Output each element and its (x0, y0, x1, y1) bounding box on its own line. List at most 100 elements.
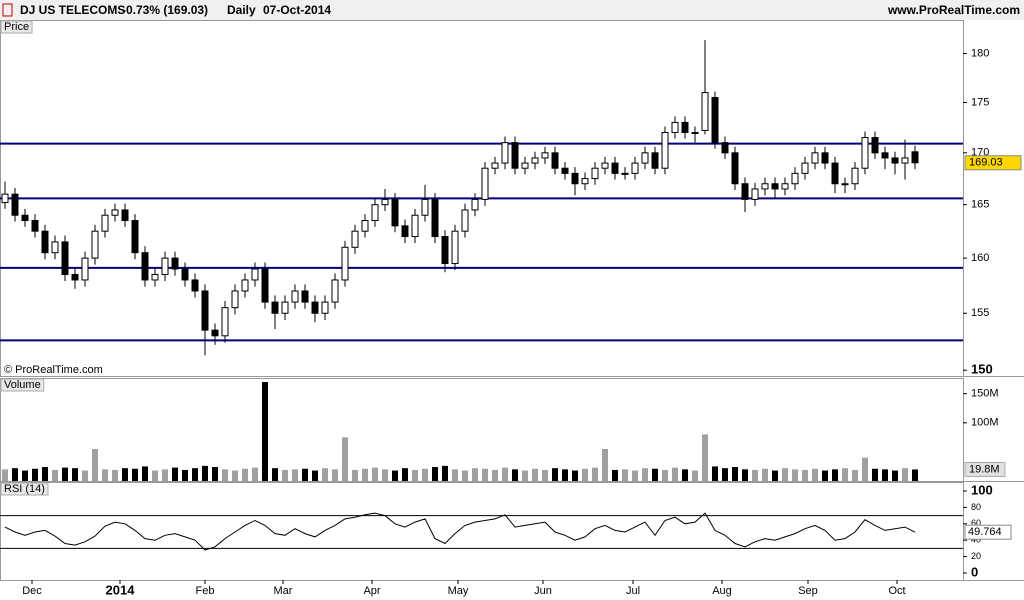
candle-body (401, 225, 409, 238)
x-tick-label: Jun (534, 585, 552, 597)
panel-label-box (0, 378, 45, 392)
candle-body (461, 209, 469, 232)
volume-bar (122, 468, 128, 481)
volume-bar (562, 469, 568, 481)
volume-bar (822, 470, 828, 481)
volume-bar (482, 468, 488, 481)
x-tick-label: May (448, 585, 469, 597)
candle-body (661, 132, 669, 169)
candle-body (561, 167, 569, 174)
y-tick-label: 100 (971, 482, 993, 497)
volume-bar (892, 470, 898, 481)
candle-body (71, 273, 79, 281)
candle-body (271, 301, 279, 314)
volume-bar (292, 469, 298, 481)
volume-bar (192, 468, 198, 481)
candle-body (301, 290, 309, 303)
volume-bar (812, 468, 818, 481)
candle-body (741, 183, 749, 200)
y-tick-label: 150M (971, 388, 999, 400)
volume-bar (522, 470, 528, 481)
candle-body (911, 151, 919, 164)
x-tick-label: Jul (626, 585, 640, 597)
period: Daily (227, 3, 256, 17)
candle-body (41, 230, 49, 254)
candle-body (151, 273, 159, 281)
volume-bar (542, 469, 548, 481)
volume-bar (272, 468, 278, 481)
volume-bar (142, 466, 148, 481)
candle-body (841, 183, 849, 186)
candle-body (631, 162, 639, 174)
candle-body (891, 157, 899, 164)
candle-body (751, 188, 759, 200)
volume-bar (282, 469, 288, 481)
volume-bar (572, 470, 578, 481)
candle-body (381, 198, 389, 206)
y-tick-label: 80 (971, 502, 981, 512)
volume-bar (462, 470, 468, 481)
volume-bar (242, 468, 248, 481)
volume-bar (422, 468, 428, 481)
y-tick-label: 20 (971, 551, 981, 561)
volume-bar (432, 467, 438, 481)
candle-body (781, 183, 789, 190)
volume-bar (352, 469, 358, 481)
panel-label: Volume (4, 379, 41, 391)
y-tick-label: 165 (971, 199, 989, 211)
candle-body (281, 301, 289, 314)
panel-label: RSI (14) (4, 483, 45, 495)
candle-body (801, 162, 809, 174)
volume-bar (732, 467, 738, 481)
candle-body (771, 183, 779, 190)
candle-body (101, 214, 109, 232)
last-price-box (964, 155, 1022, 171)
rsi-line (4, 512, 916, 551)
volume-bar (792, 469, 798, 481)
candle-body (591, 167, 599, 180)
candle-body (121, 209, 129, 222)
candle-body (441, 236, 449, 265)
candle-body (901, 157, 909, 164)
volume-bar (162, 469, 168, 481)
volume-bar (842, 468, 848, 481)
volume-bar (72, 468, 78, 481)
volume-bar (652, 468, 658, 481)
date: 07-Oct-2014 (263, 3, 331, 17)
volume-bar (82, 470, 88, 481)
candle-body (191, 279, 199, 292)
y-tick-label: 180 (971, 47, 989, 59)
candle-body (21, 214, 29, 222)
candle-body (551, 152, 559, 169)
volume-bar (222, 469, 228, 481)
x-tick-label: Aug (712, 585, 732, 597)
volume-bar (582, 468, 588, 481)
volume-bar (762, 468, 768, 481)
candle-body (791, 172, 799, 185)
candle-body (881, 152, 889, 159)
candle-body (451, 230, 459, 265)
candle-body (831, 162, 839, 185)
candle-body (421, 198, 429, 216)
candle-body (501, 142, 509, 164)
candle-body (481, 167, 489, 200)
volume-bar (12, 468, 18, 481)
last-volume-label: 19.8M (969, 463, 1000, 475)
candle-body (291, 290, 299, 303)
panel-label-box (0, 482, 49, 496)
candle-body (721, 142, 729, 154)
panel-label: Price (4, 21, 29, 33)
x-tick-label: Sep (798, 585, 818, 597)
volume-bar (62, 467, 68, 481)
volume-bar (912, 469, 918, 481)
candle-body (311, 301, 319, 314)
candle-body (1, 193, 9, 204)
candle-body (181, 268, 189, 281)
header-bar (0, 0, 1024, 20)
volume-bar (202, 465, 208, 481)
candle-body (91, 230, 99, 259)
volume-bar (442, 465, 448, 481)
candle-body (371, 204, 379, 222)
candle-body (111, 209, 119, 216)
